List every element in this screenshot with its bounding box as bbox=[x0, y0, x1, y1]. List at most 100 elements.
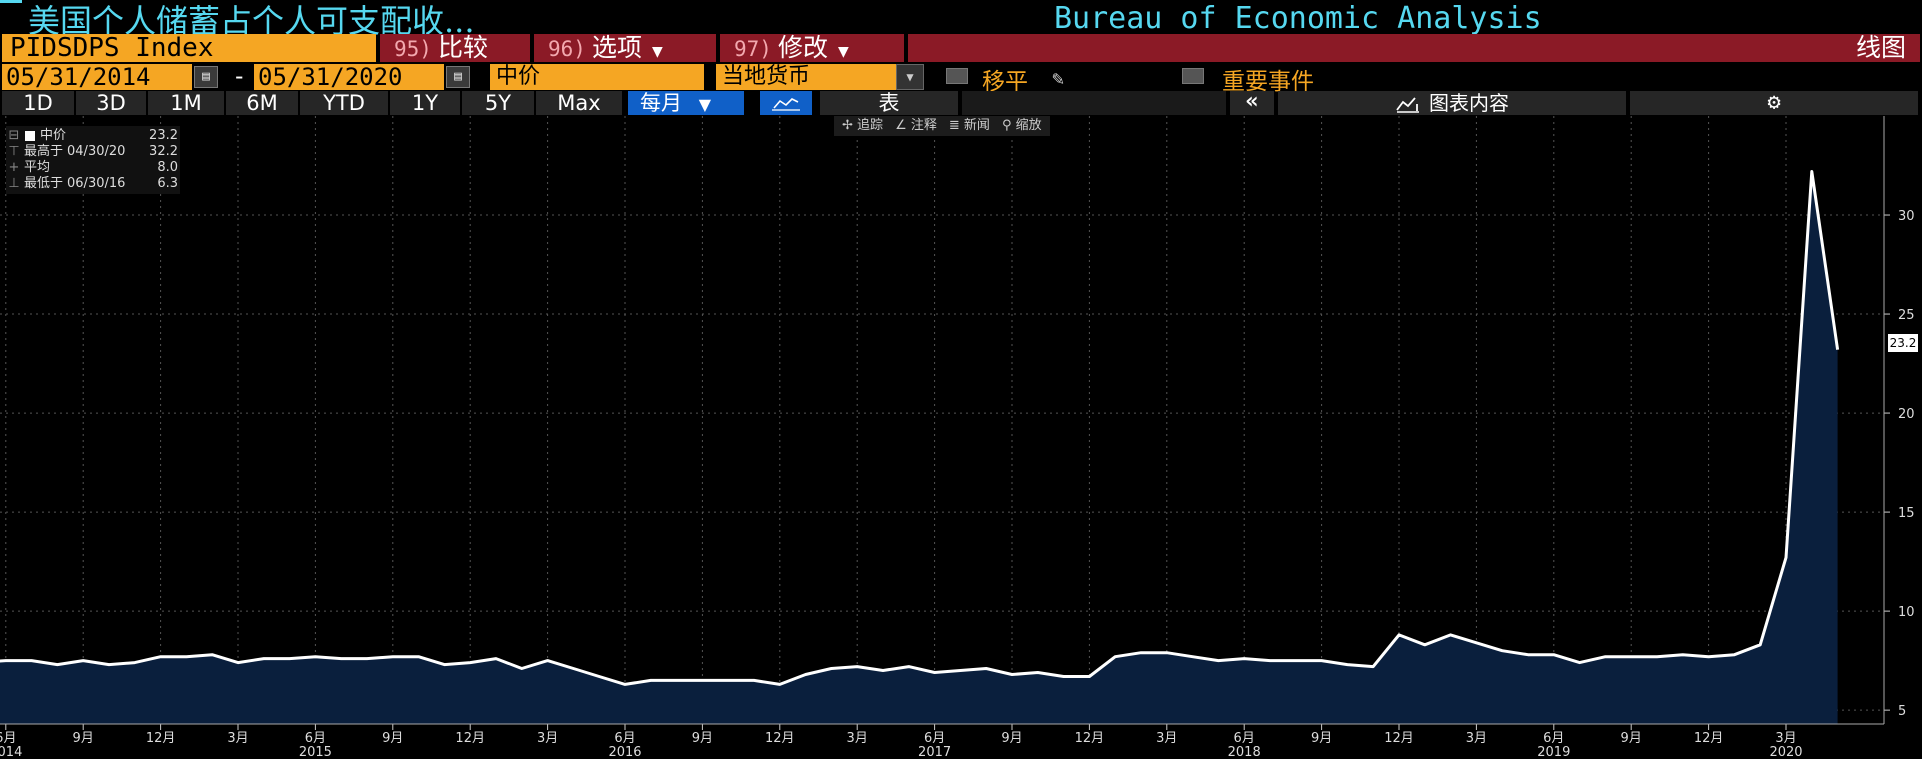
annotate-label: 注释 bbox=[910, 118, 937, 133]
x-tick-label: 3月 bbox=[1466, 731, 1487, 746]
view-mode-button[interactable]: 线图 bbox=[908, 34, 1920, 62]
x-tick-label: 9月 bbox=[1621, 731, 1642, 746]
collapse-box-icon[interactable]: ⊟ bbox=[8, 128, 20, 143]
range-3d-button[interactable]: 3D bbox=[76, 91, 148, 115]
triangle-down-icon: ▼ bbox=[698, 95, 711, 114]
low-marker-icon: ⊥ bbox=[8, 176, 20, 191]
x-tick-label: 12月 bbox=[146, 731, 176, 746]
news-tool[interactable]: ≣ 新闻 bbox=[949, 116, 990, 136]
legend-low-row: ⊥ 最低于 06/30/16 6.3 bbox=[8, 176, 178, 192]
frequency-label: 每月 bbox=[640, 91, 682, 115]
ticker-field[interactable]: PIDSDPS Index bbox=[2, 34, 376, 62]
date-separator: - bbox=[232, 62, 247, 90]
compare-label: 比较 bbox=[437, 33, 488, 62]
range-ytd-button[interactable]: YTD bbox=[300, 91, 390, 115]
smooth-checkbox[interactable] bbox=[946, 68, 968, 84]
track-label: 追踪 bbox=[857, 118, 884, 133]
x-tick-label: 12月 bbox=[1694, 731, 1724, 746]
x-tick-label: 9月 bbox=[1311, 731, 1332, 746]
start-date-field[interactable]: 05/31/2014 bbox=[2, 64, 192, 90]
smooth-label: 移平 bbox=[982, 69, 1028, 95]
legend-current-label: 中价 bbox=[40, 128, 67, 143]
annotate-icon: ∠ bbox=[895, 118, 907, 133]
zoom-tool[interactable]: ⚲ 缩放 bbox=[1002, 116, 1042, 136]
calendar-icon[interactable]: ▤ bbox=[446, 66, 470, 88]
track-tool[interactable]: ✢ 追踪 bbox=[842, 116, 883, 136]
range-max-button[interactable]: Max bbox=[536, 91, 624, 115]
current-value-badge: 23.2 bbox=[1888, 334, 1918, 352]
calendar-icon[interactable]: ▤ bbox=[194, 66, 218, 88]
legend-high-label: 最高于 bbox=[24, 144, 64, 159]
range-6m-button[interactable]: 6M bbox=[226, 91, 300, 115]
x-tick-label: 12月 bbox=[765, 731, 795, 746]
y-axis: 5 10 15 20 25 30 bbox=[1883, 116, 1915, 724]
legend-average-label: 平均 bbox=[24, 160, 51, 175]
range-5y-button[interactable]: 5Y bbox=[462, 91, 536, 115]
legend-high-date: 04/30/20 bbox=[67, 144, 126, 159]
range-1d-button[interactable]: 1D bbox=[2, 91, 76, 115]
options-button[interactable]: 96) 选项 ▼ bbox=[534, 34, 716, 62]
line-chart-icon bbox=[772, 98, 800, 111]
y-tick-label: 10 bbox=[1898, 605, 1915, 620]
data-source-title: Bureau of Economic Analysis bbox=[1054, 1, 1542, 36]
zoom-label: 缩放 bbox=[1015, 118, 1042, 133]
x-tick-label: 3月 bbox=[227, 731, 248, 746]
year-label: 2017 bbox=[918, 745, 951, 759]
year-label: 2015 bbox=[299, 745, 332, 759]
chevron-down-icon[interactable]: ▼ bbox=[896, 64, 924, 90]
series-line bbox=[0, 170, 1840, 686]
x-tick-label: 6月 bbox=[0, 731, 16, 746]
end-date-field[interactable]: 05/31/2020 bbox=[254, 64, 444, 90]
collapse-icon[interactable]: « bbox=[1230, 91, 1274, 115]
legend-low-label: 最低于 bbox=[24, 176, 64, 191]
range-1y-button[interactable]: 1Y bbox=[390, 91, 462, 115]
chart-type-button[interactable] bbox=[760, 91, 812, 115]
modify-shortcut: 97) bbox=[734, 37, 772, 61]
y-tick-label: 30 bbox=[1898, 209, 1915, 224]
modify-label: 修改 bbox=[777, 33, 828, 62]
compare-shortcut: 95) bbox=[394, 37, 432, 61]
legend-high-value: 32.2 bbox=[149, 144, 178, 159]
chart-legend: ⊟ 中价 23.2 ⊤ 最高于 04/30/20 32.2 + 平均 8.0 ⊥ 最低于… bbox=[6, 126, 180, 194]
y-tick-label: 15 bbox=[1898, 506, 1915, 521]
events-label: 重要事件 bbox=[1222, 69, 1314, 95]
price-type-select[interactable]: 中价 bbox=[490, 64, 704, 90]
magnifier-icon: ⚲ bbox=[1001, 118, 1012, 133]
options-shortcut: 96) bbox=[548, 37, 586, 61]
compare-button[interactable]: 95) 比较 bbox=[380, 34, 530, 62]
options-label: 选项 bbox=[591, 33, 642, 62]
year-label: 2020 bbox=[1769, 745, 1802, 759]
pencil-icon[interactable]: ✎ bbox=[1052, 66, 1065, 90]
chart-toolbar: ✢ 追踪 ∠ 注释 ≣ 新闻 ⚲ 缩放 bbox=[834, 116, 1050, 136]
x-axis: 6月 9月 12月 3月 6月 9月 12月 3月 6月 9月 12月 3月 6月 9月 12月 3月 6月 9月… bbox=[0, 723, 1884, 759]
window-corner-marker bbox=[0, 0, 22, 3]
legend-current-row[interactable]: ⊟ 中价 23.2 bbox=[8, 128, 178, 144]
series-area-fill bbox=[0, 171, 1838, 724]
events-checkbox[interactable] bbox=[1182, 68, 1204, 84]
chart-gridlines bbox=[0, 116, 1884, 724]
legend-average-value: 8.0 bbox=[157, 160, 178, 175]
y-tick-label: 5 bbox=[1898, 704, 1906, 719]
year-label: 2016 bbox=[608, 745, 641, 759]
frequency-select[interactable]: 每月 ▼ bbox=[628, 91, 744, 115]
security-title: 美国个人储蓄占个人可支配收... bbox=[28, 2, 475, 40]
modify-button[interactable]: 97) 修改 ▼ bbox=[720, 34, 904, 62]
currency-select[interactable]: 当地货币 bbox=[716, 64, 896, 90]
year-label: 2014 bbox=[0, 745, 22, 759]
range-1m-button[interactable]: 1M bbox=[148, 91, 226, 115]
x-tick-label: 3月 bbox=[847, 731, 868, 746]
annotate-tool[interactable]: ∠ 注释 bbox=[895, 116, 937, 136]
chevron-down-icon: ▼ bbox=[651, 44, 663, 60]
gear-icon[interactable]: ⚙ bbox=[1630, 91, 1918, 115]
table-button[interactable]: 表 bbox=[820, 91, 958, 115]
empty-toolbar-field bbox=[962, 91, 1226, 115]
legend-average-row: + 平均 8.0 bbox=[8, 160, 178, 176]
legend-low-date: 06/30/16 bbox=[67, 176, 126, 191]
x-tick-label: 6月 bbox=[1234, 731, 1255, 746]
legend-low-value: 6.3 bbox=[157, 176, 178, 191]
x-tick-label: 3月 bbox=[1775, 731, 1796, 746]
chart-contents-button[interactable]: 图表内容 bbox=[1278, 91, 1626, 115]
crosshair-icon: ✢ bbox=[842, 118, 853, 133]
chart-contents-icon bbox=[1396, 97, 1419, 113]
